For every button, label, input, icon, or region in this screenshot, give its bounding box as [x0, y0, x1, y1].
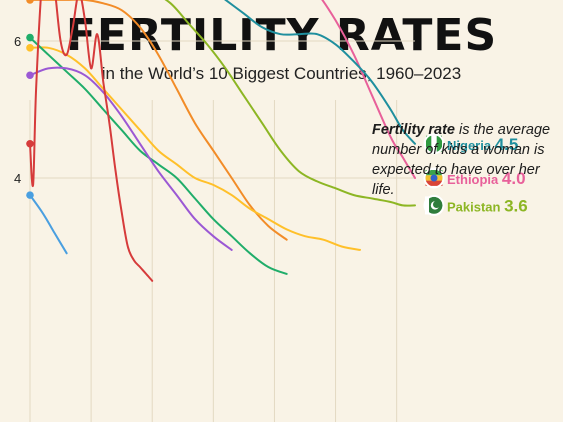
- series-line-3: [29, 0, 288, 241]
- series-start-point-5: [26, 33, 34, 42]
- flag-band: [425, 170, 443, 176]
- series-line-2: [164, 0, 416, 207]
- pakistan-flag-rim: [423, 194, 445, 216]
- series-line-0: [321, 0, 416, 179]
- end-label-ethiopia: Ethiopia 4.0: [423, 167, 526, 189]
- flag-crescent-cut: [433, 200, 441, 208]
- definition-text: is the average number of kids a woman is…: [372, 122, 551, 198]
- y-tick-label: 4: [14, 171, 21, 186]
- series-line-7: [29, 0, 154, 282]
- chart-subtitle: in the World’s 10 Biggest Countries, 196…: [101, 64, 462, 83]
- series-start-point-3: [26, 0, 34, 4]
- flag-band: [436, 135, 442, 152]
- series-start-point-4: [26, 44, 34, 52]
- country-label-ethiopia: Ethiopia 4.0: [447, 169, 526, 188]
- flag-band: [426, 135, 432, 152]
- country-name: Ethiopia: [447, 172, 502, 187]
- series-line-1: [224, 0, 416, 145]
- end-labels: Ethiopia 4.0 Nigeria 4.5 Pakistan 3.6: [423, 133, 528, 216]
- country-value: 3.6: [504, 196, 528, 215]
- flag-emblem: [430, 174, 438, 182]
- end-label-pakistan: Pakistan 3.6: [423, 194, 528, 216]
- chart-title: FERTILITY RATES: [65, 10, 498, 61]
- series-start-point-8: [26, 191, 34, 199]
- flag-band: [425, 196, 429, 215]
- country-label-nigeria: Nigeria 4.5: [447, 135, 518, 154]
- definition-term: Fertility rate: [372, 122, 455, 138]
- country-label-pakistan: Pakistan 3.6: [447, 196, 528, 215]
- country-value: 4.0: [502, 169, 526, 188]
- nigeria-flag-icon: [423, 133, 445, 155]
- series-line-6: [29, 66, 233, 251]
- series-start-point-7: [26, 139, 34, 148]
- definition-note: Fertility rate is the average number of …: [372, 120, 552, 200]
- y-tick-label: 6: [14, 34, 21, 49]
- series-start-point-6: [26, 71, 34, 80]
- flag-band: [425, 180, 443, 186]
- series-line-5: [29, 36, 288, 275]
- country-name: Nigeria: [447, 138, 495, 153]
- ethiopia-flag-icon: [423, 167, 445, 189]
- end-label-nigeria: Nigeria 4.5: [423, 133, 518, 155]
- grid: 46: [14, 34, 415, 422]
- pakistan-flag-icon: [423, 194, 445, 216]
- country-value: 4.5: [495, 135, 519, 154]
- series-lines: [26, 0, 416, 282]
- country-name: Pakistan: [447, 199, 504, 214]
- ethiopia-flag-rim: [423, 167, 445, 189]
- series-line-8: [29, 194, 68, 255]
- series-line-4: [29, 46, 361, 251]
- nigeria-flag-rim: [423, 133, 445, 155]
